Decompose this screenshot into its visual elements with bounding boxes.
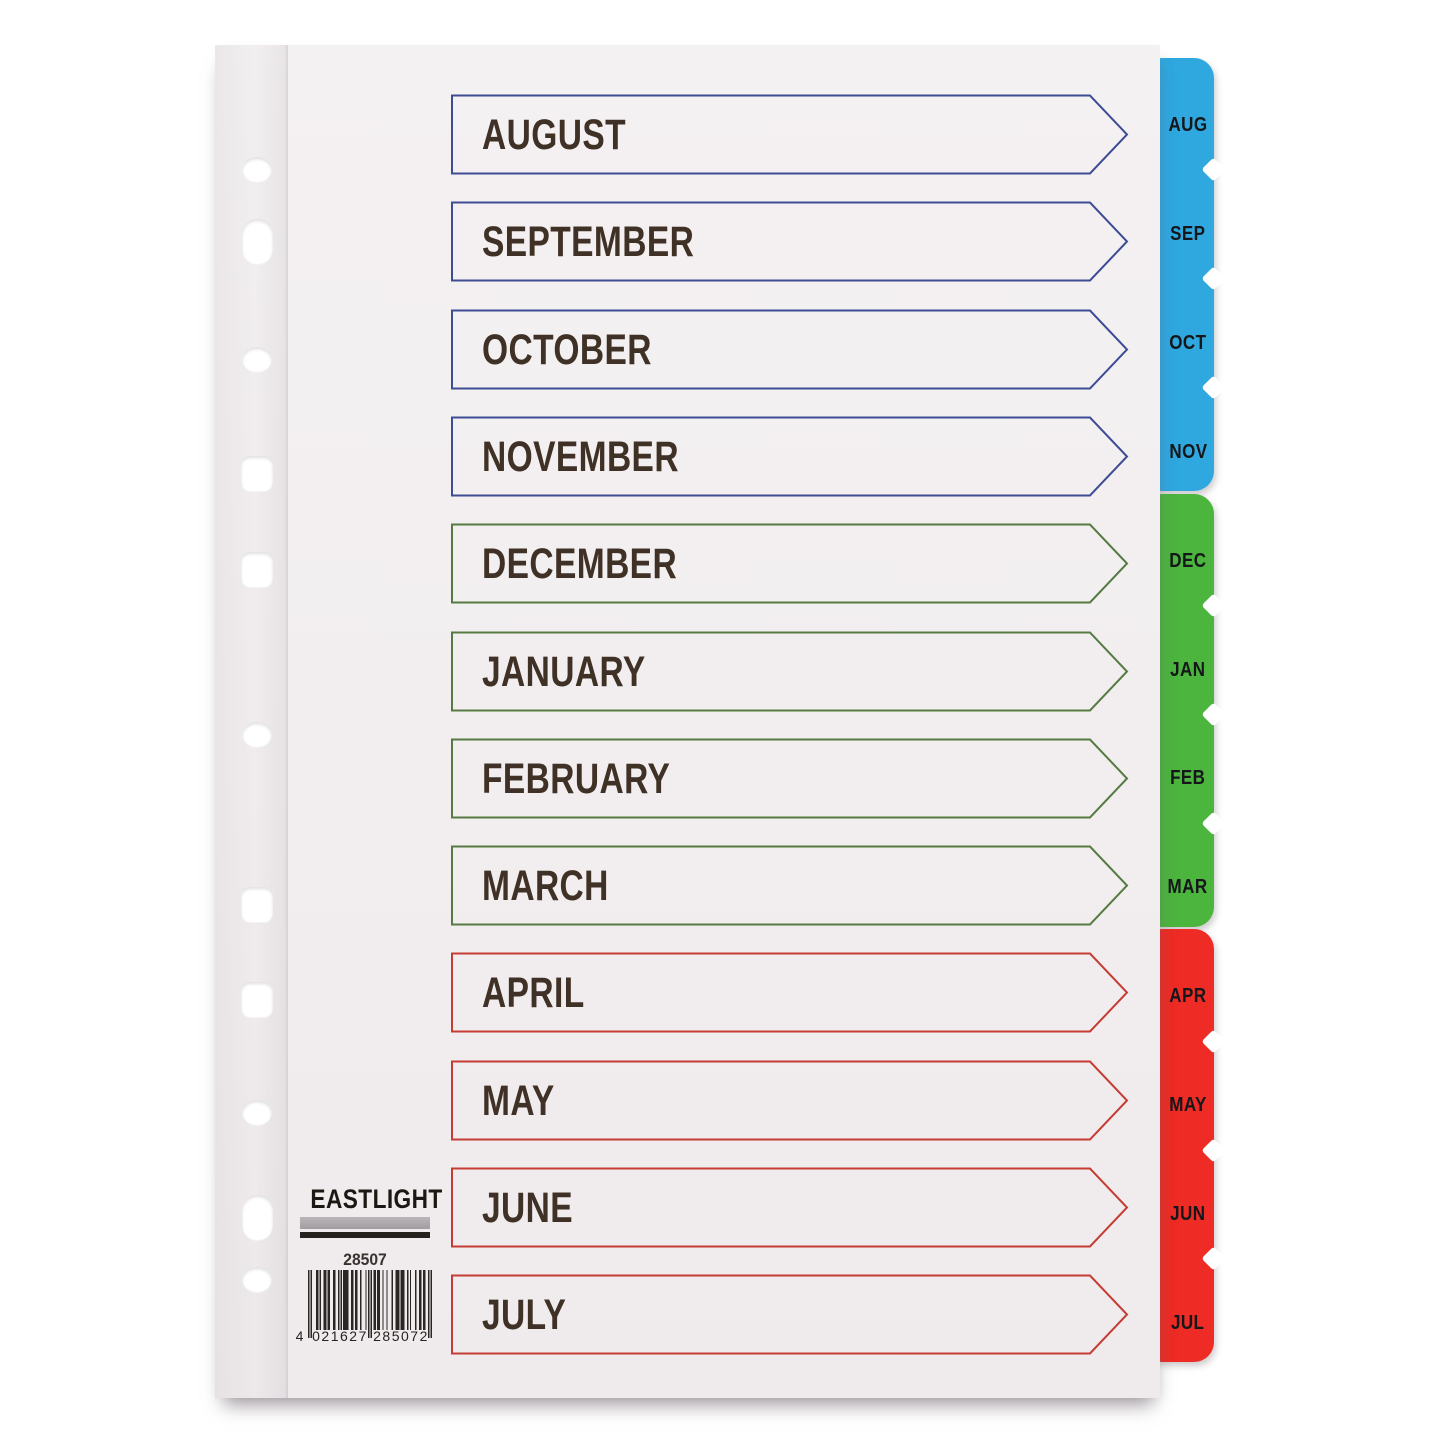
month-label: MAY	[482, 1077, 555, 1125]
month-tab-feb: FEB	[1148, 711, 1214, 817]
tab-label: DEC	[1169, 549, 1207, 572]
punch-hole	[242, 1195, 273, 1241]
month-label: FEBRUARY	[482, 755, 671, 803]
arrow-outline	[451, 1274, 1129, 1355]
arrow-outline	[451, 1060, 1129, 1141]
brand-logo-text: EASTLIGHT	[310, 1184, 443, 1214]
month-label: JUNE	[482, 1184, 574, 1232]
month-tab-dec: DEC	[1148, 494, 1214, 600]
barcode-digit-lead: 4	[295, 1328, 304, 1344]
barcode-digit-left-group: 021627	[312, 1328, 368, 1344]
month-box-july: JULY	[451, 1274, 1129, 1355]
punch-hole	[242, 219, 273, 265]
product-code: 28507	[343, 1250, 387, 1269]
tab-label: FEB	[1170, 766, 1206, 789]
punch-hole	[242, 1267, 272, 1293]
month-box-september: SEPTEMBER	[451, 201, 1129, 282]
tab-label: APR	[1169, 984, 1207, 1007]
arrow-outline	[451, 201, 1129, 282]
tab-label: JUL	[1171, 1311, 1205, 1334]
divider-sheet: AUGUST SEPTEMBER OCTOBER NOVEMBER DECEMBER JA…	[215, 45, 1160, 1398]
month-tab-jun: JUN	[1148, 1147, 1214, 1253]
tab-label: MAY	[1169, 1093, 1207, 1116]
tab-label: AUG	[1168, 113, 1208, 136]
arrow-outline	[451, 631, 1129, 712]
arrow-outline	[451, 94, 1129, 175]
month-label: NOVEMBER	[482, 433, 679, 481]
month-label: JANUARY	[482, 648, 646, 696]
month-box-january: JANUARY	[451, 631, 1129, 712]
month-tab-apr: APR	[1148, 929, 1214, 1035]
month-tab-aug: AUG	[1148, 58, 1214, 164]
tab-label: JUN	[1170, 1202, 1206, 1225]
punch-hole	[241, 887, 273, 923]
month-box-december: DECEMBER	[451, 523, 1129, 604]
month-tab-jan: JAN	[1148, 603, 1214, 709]
month-box-april: APRIL	[451, 952, 1129, 1033]
brand-logo-gray-bar	[300, 1217, 430, 1229]
arrow-outline	[451, 845, 1129, 926]
punch-hole	[241, 552, 273, 588]
month-label: AUGUST	[482, 111, 626, 159]
brand-block: EASTLIGHT 28507	[300, 1184, 443, 1270]
punch-hole	[241, 982, 273, 1018]
month-tab-nov: NOV	[1148, 385, 1214, 491]
month-tab-oct: OCT	[1148, 276, 1214, 382]
tab-label: NOV	[1168, 440, 1208, 463]
month-box-february: FEBRUARY	[451, 738, 1129, 819]
month-label: JULY	[482, 1291, 567, 1339]
month-box-august: AUGUST	[451, 94, 1129, 175]
barcode-digit-right-group: 285072	[373, 1328, 429, 1344]
brand-logo-black-bar	[300, 1232, 430, 1238]
barcode: 4 021627 285072	[296, 1270, 432, 1354]
month-box-october: OCTOBER	[451, 309, 1129, 390]
month-tab-jul: JUL	[1148, 1256, 1214, 1362]
month-box-november: NOVEMBER	[451, 416, 1129, 497]
tab-label: OCT	[1169, 331, 1207, 354]
month-box-june: JUNE	[451, 1167, 1129, 1248]
tab-label: SEP	[1170, 222, 1206, 245]
month-label: APRIL	[482, 969, 585, 1017]
month-tab-sep: SEP	[1148, 167, 1214, 273]
arrow-outline	[451, 1167, 1129, 1248]
arrow-outline	[451, 738, 1129, 819]
month-box-may: MAY	[451, 1060, 1129, 1141]
arrow-outline	[451, 416, 1129, 497]
punch-hole	[241, 456, 273, 492]
month-tab-mar: MAR	[1148, 820, 1214, 926]
month-label: DECEMBER	[482, 540, 678, 588]
punch-hole	[242, 347, 272, 373]
punch-hole	[242, 722, 272, 748]
barcode-bars	[308, 1270, 432, 1338]
tab-label: MAR	[1167, 875, 1208, 898]
month-box-march: MARCH	[451, 845, 1129, 926]
month-label: MARCH	[482, 862, 609, 910]
arrow-outline	[451, 523, 1129, 604]
tab-label: JAN	[1170, 658, 1206, 681]
arrow-outline	[451, 309, 1129, 390]
month-label: SEPTEMBER	[482, 218, 695, 266]
sheet-spine-strip	[215, 45, 288, 1398]
punch-hole	[242, 157, 272, 183]
month-label: OCTOBER	[482, 326, 652, 374]
punch-hole	[242, 1100, 272, 1126]
month-tab-may: MAY	[1148, 1038, 1214, 1144]
arrow-outline	[451, 952, 1129, 1033]
